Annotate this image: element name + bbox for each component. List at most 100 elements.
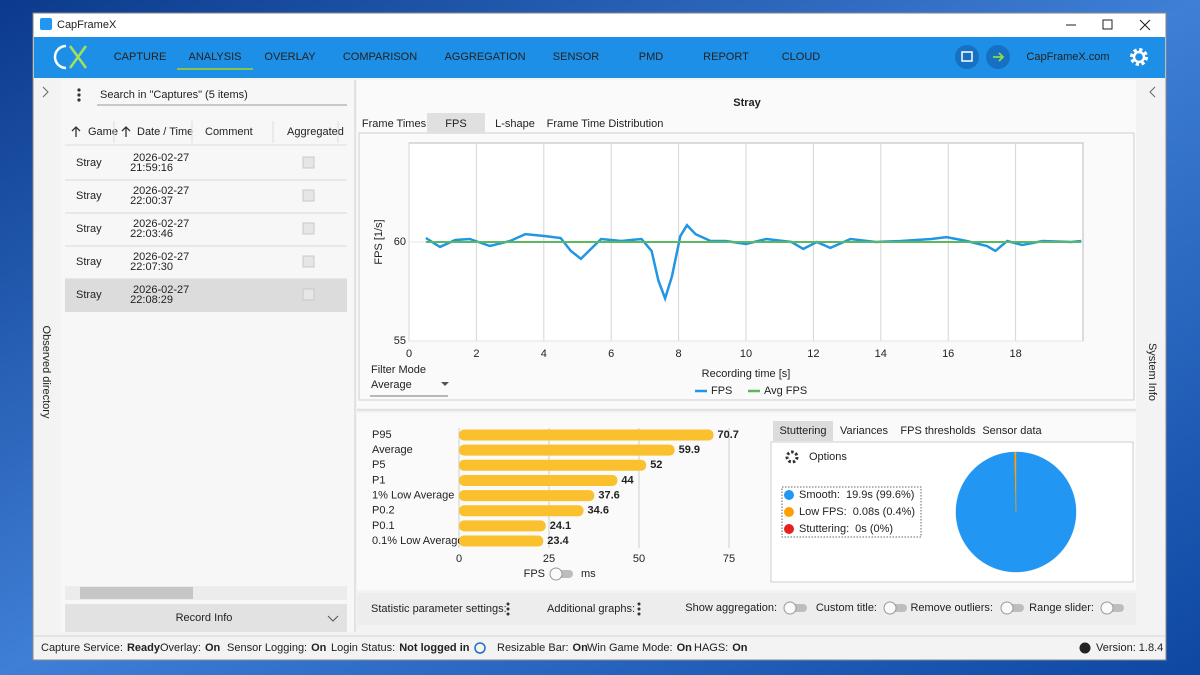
chart-tab[interactable]: Frame Time Distribution — [547, 118, 664, 130]
options-label[interactable]: Options — [809, 451, 847, 463]
record-info-bar[interactable] — [65, 604, 347, 632]
column-header[interactable]: Comment — [205, 126, 253, 138]
x-tick-label: 25 — [543, 553, 555, 565]
menu-dot[interactable] — [506, 602, 510, 606]
toolbar-label: Remove outliers: — [910, 602, 993, 614]
y-tick-label: 55 — [394, 335, 406, 347]
stats-tab-active[interactable] — [773, 421, 833, 441]
bar — [459, 429, 714, 441]
column-header[interactable]: Game — [88, 126, 118, 138]
capture-time: 22:07:30 — [130, 261, 173, 273]
x-tick-label: 16 — [942, 348, 954, 360]
record-info-chevron — [327, 615, 339, 622]
side-label[interactable]: Observed directory — [40, 326, 52, 419]
toggle-knob[interactable] — [549, 567, 563, 581]
menu-dot[interactable] — [506, 612, 510, 616]
column-header[interactable]: Aggregated — [287, 126, 344, 138]
toggle-knob[interactable] — [1100, 601, 1114, 615]
stats-tab[interactable]: Sensor data — [982, 425, 1042, 437]
legend-value: 0.08s (0.4%) — [853, 506, 915, 518]
toggle-knob[interactable] — [1000, 601, 1014, 615]
column-header[interactable]: Date / Time — [137, 126, 193, 138]
aggregated-checkbox[interactable] — [302, 222, 315, 235]
info-icon — [1079, 642, 1091, 654]
filter-value[interactable]: Average — [371, 379, 412, 391]
website-link[interactable]: CapFrameX.com — [1026, 51, 1109, 63]
sort-arrow — [71, 126, 81, 137]
game-name: Stray — [76, 223, 102, 235]
unit-label: FPS — [524, 568, 545, 580]
legend-value: 0s (0%) — [855, 523, 893, 535]
status-label: HAGS: — [694, 642, 728, 654]
expand-right-button[interactable] — [1149, 86, 1156, 98]
close-button[interactable] — [1139, 19, 1151, 31]
game-name: Stray — [76, 256, 102, 268]
nav-item[interactable]: OVERLAY — [264, 51, 316, 63]
toggle-knob[interactable] — [783, 601, 797, 615]
aggregated-checkbox[interactable] — [302, 288, 315, 301]
nav-item[interactable]: COMPARISON — [343, 51, 417, 63]
x-tick-label: 6 — [608, 348, 614, 360]
legend-dot — [784, 490, 794, 500]
category-label: P95 — [372, 429, 392, 441]
stats-tab[interactable]: Stuttering — [779, 425, 826, 437]
chart-tab[interactable]: Frame Times — [362, 118, 427, 130]
chart-tab[interactable]: L-shape — [495, 118, 535, 130]
maximize-button[interactable] — [1102, 19, 1113, 30]
status-value: On — [732, 642, 748, 654]
screenshot-button[interactable] — [955, 45, 979, 69]
stats-tab[interactable]: FPS thresholds — [900, 425, 976, 437]
nav-item[interactable]: CLOUD — [782, 51, 821, 63]
bar — [459, 520, 546, 532]
nav-item[interactable]: PMD — [639, 51, 664, 63]
expand-left-button[interactable] — [42, 86, 49, 98]
capture-date: 2026-02-27 — [133, 185, 189, 197]
refresh-icon[interactable] — [474, 642, 486, 654]
side-label[interactable]: System Info — [1146, 343, 1158, 401]
nav-item[interactable]: REPORT — [703, 51, 749, 63]
nav-item[interactable]: CAPTURE — [114, 51, 167, 63]
bar-value-label: 44 — [621, 474, 634, 486]
menu-dot[interactable] — [77, 98, 81, 102]
menu-dot[interactable] — [637, 607, 641, 611]
menu-dot[interactable] — [77, 93, 81, 97]
settings-button[interactable] — [1130, 48, 1148, 66]
app-icon — [40, 18, 52, 30]
capture-date: 2026-02-27 — [133, 218, 189, 230]
menu-dot[interactable] — [77, 88, 81, 92]
unit-label: ms — [581, 568, 596, 580]
aggregated-checkbox[interactable] — [302, 189, 315, 202]
bar — [459, 459, 647, 471]
nav-item[interactable]: AGGREGATION — [444, 51, 525, 63]
capture-time: 22:03:46 — [130, 228, 173, 240]
menu-dot[interactable] — [506, 607, 510, 611]
status-label: Capture Service: — [41, 642, 123, 654]
aggregated-checkbox[interactable] — [302, 156, 315, 169]
search-box[interactable]: Search in "Captures" (5 items) — [100, 89, 248, 101]
options-gear[interactable] — [785, 450, 799, 464]
status-label: Win Game Mode: — [587, 642, 673, 654]
toggle-knob[interactable] — [883, 601, 897, 615]
legend-label: Stuttering: — [799, 523, 849, 535]
nav-item[interactable]: SENSOR — [553, 51, 600, 63]
dropdown-arrow[interactable] — [441, 382, 449, 386]
stats-tab[interactable]: Variances — [840, 425, 889, 437]
nav-item[interactable]: ANALYSIS — [189, 51, 242, 63]
status-value: On — [573, 642, 589, 654]
bar — [459, 490, 595, 502]
x-tick-label: 8 — [676, 348, 682, 360]
x-axis-label: Recording time [s] — [702, 368, 791, 380]
menu-dot[interactable] — [637, 602, 641, 606]
x-tick-label: 50 — [633, 553, 645, 565]
version-label: Version: 1.8.4 — [1096, 642, 1163, 654]
capture-time: 22:08:29 — [130, 294, 173, 306]
aggregated-checkbox[interactable] — [302, 255, 315, 268]
chart-tab-active[interactable] — [427, 113, 485, 133]
category-label: P0.1 — [372, 520, 395, 532]
selected-row[interactable] — [65, 279, 347, 312]
chart-tab[interactable]: FPS — [445, 118, 466, 130]
y-axis-label: FPS [1/s] — [373, 219, 385, 264]
scrollbar-thumb[interactable] — [80, 587, 193, 599]
menu-dot[interactable] — [637, 612, 641, 616]
record-info-label[interactable]: Record Info — [176, 612, 233, 624]
